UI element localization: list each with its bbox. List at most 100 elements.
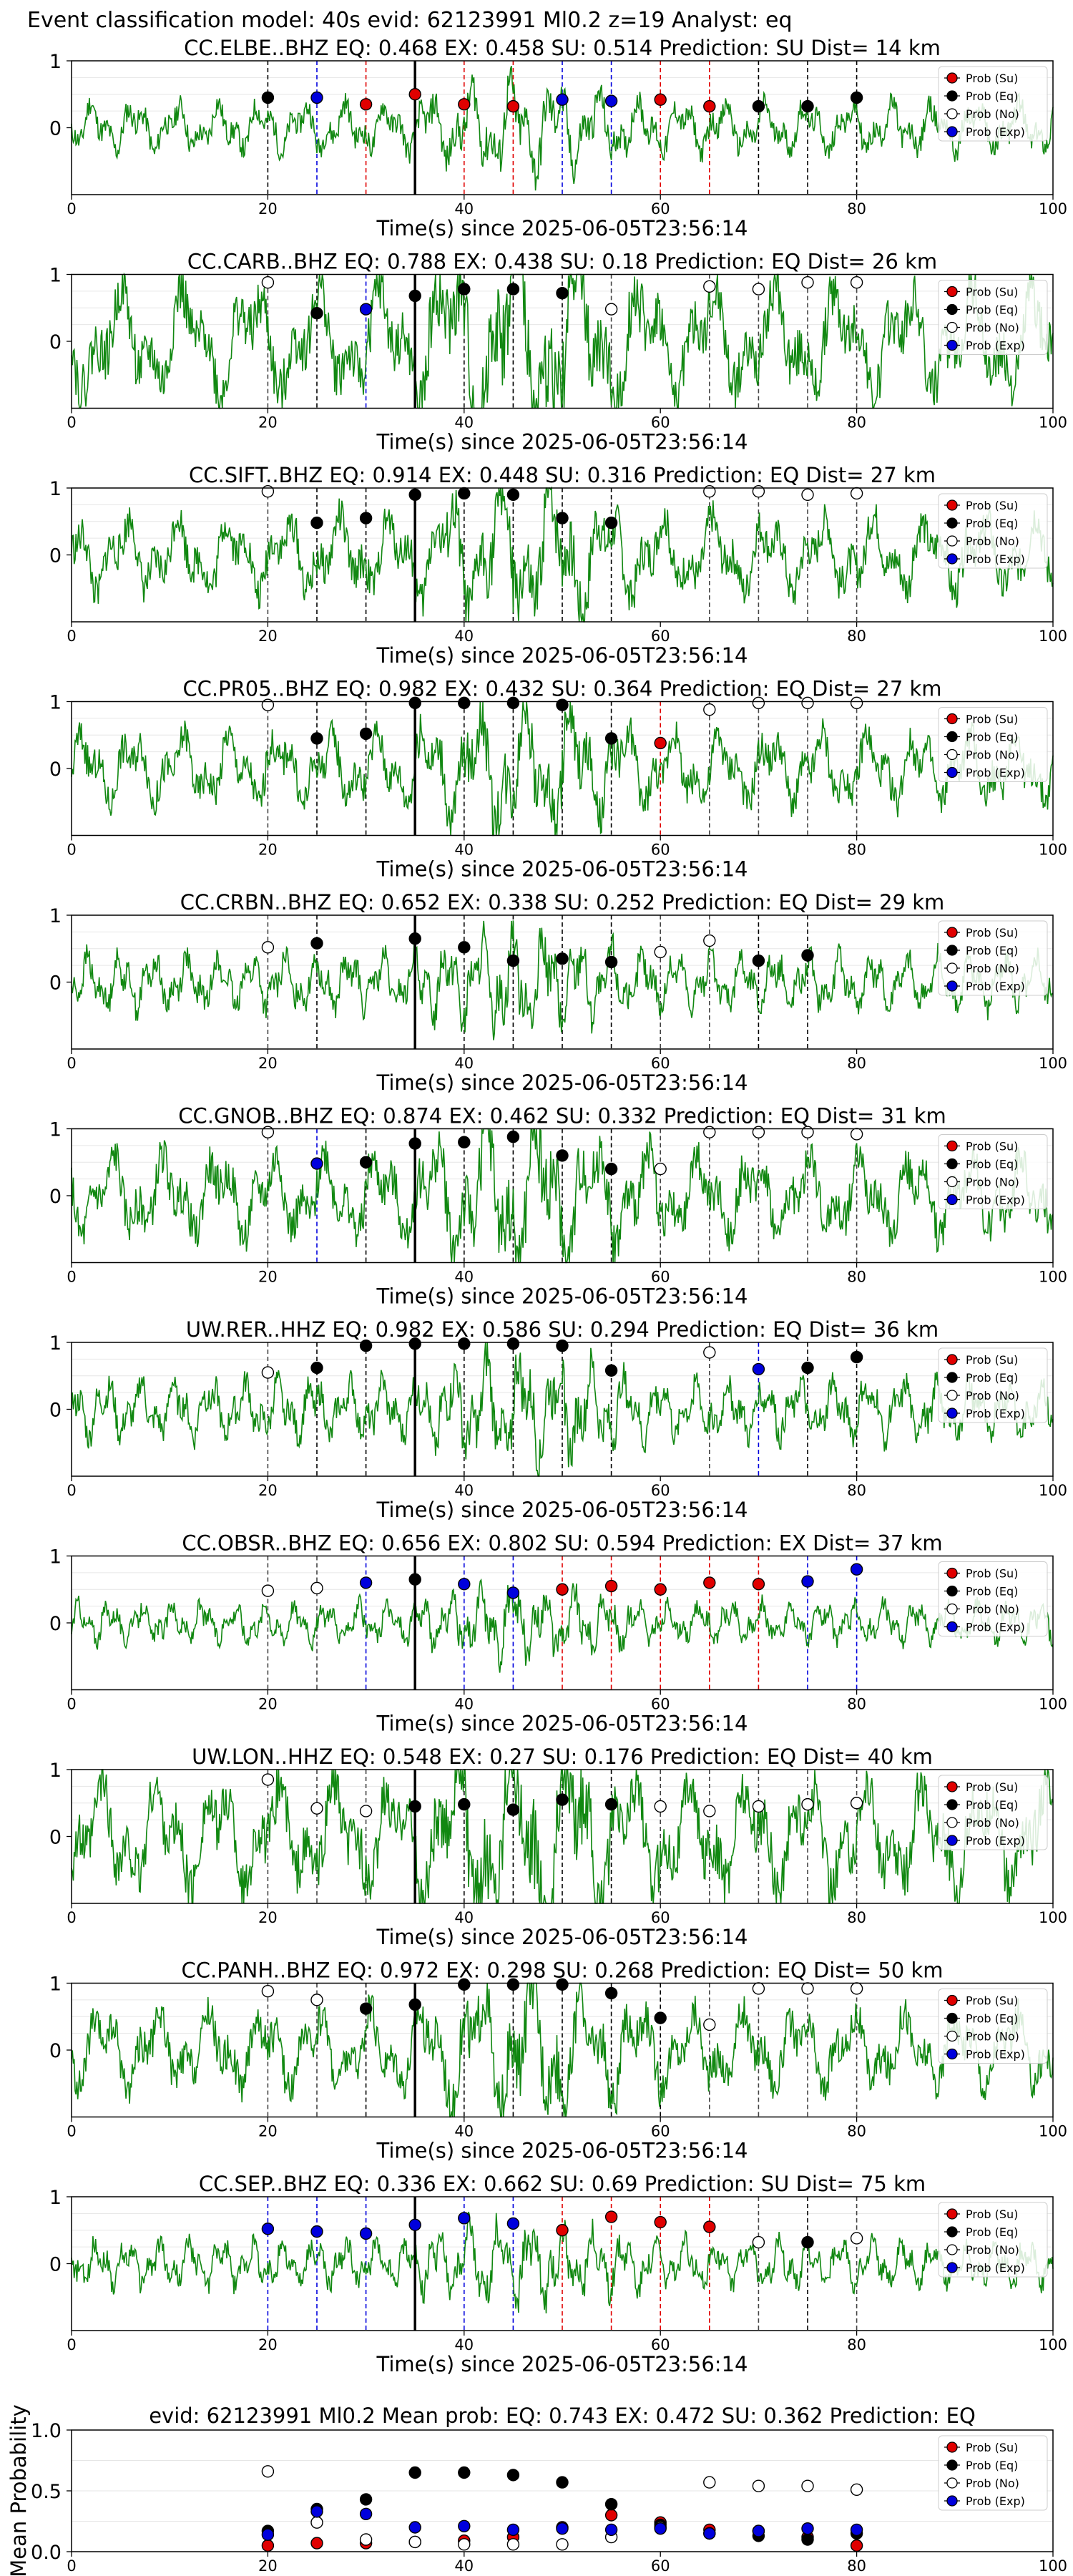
panel-10: CC.SEP..BHZ EQ: 0.336 EX: 0.662 SU: 0.69… [49,2172,1067,2376]
prob-marker [604,2210,618,2223]
x-axis-label: Time(s) since 2025-06-05T23:56:14 [376,1284,748,1309]
prob-marker [359,2002,373,2015]
prob-marker [556,2224,569,2237]
prob-marker [654,945,667,959]
x-tick-label: 20 [258,200,278,218]
panel-2: CC.SIFT..BHZ EQ: 0.914 EX: 0.448 SU: 0.3… [49,463,1067,668]
y-tick-label: 1 [49,1119,62,1141]
prob-marker [506,1978,520,1991]
mean-prob-point [359,2493,373,2506]
legend-marker [946,90,958,102]
prob-marker [506,2217,520,2230]
prob-marker [261,1366,275,1379]
prob-marker [359,1805,373,1818]
waveform-trace [71,1128,1054,1264]
legend-label: Prob (No) [966,962,1019,975]
legend-box [938,920,1048,996]
legend-label: Prob (Exp) [966,1194,1025,1207]
prob-marker [458,1337,471,1350]
x-tick-label: 40 [454,1909,474,1926]
legend-box [938,1989,1048,2064]
legend-marker [946,1567,958,1579]
prob-marker [261,91,275,104]
x-tick-label: 40 [454,2557,474,2575]
panel-0: CC.ELBE..BHZ EQ: 0.468 EX: 0.458 SU: 0.5… [49,36,1067,240]
mean-prob-point [458,2466,471,2479]
legend-marker [946,1390,958,1401]
prob-marker [506,99,520,113]
prob-marker [850,487,863,500]
prob-marker [261,1773,275,1786]
prob-marker [359,727,373,741]
prob-marker [556,1339,569,1352]
prob-marker [850,1982,863,1995]
prob-marker [310,1994,323,2006]
legend-label: Prob (Eq) [966,2012,1018,2026]
legend-label: Prob (Exp) [966,2048,1025,2062]
mean-prob-point [801,2533,814,2546]
prob-marker [310,1802,323,1815]
legend-marker [946,2262,958,2273]
legend-marker [946,1817,958,1828]
legend-marker [946,927,958,938]
mean-prob-point [359,2533,373,2546]
legend-box [938,707,1048,782]
legend-marker [946,1835,958,1846]
prob-marker [703,934,716,947]
legend: Prob (Su) Prob (Eq) Prob (No) Prob (Exp) [938,707,1048,782]
x-axis-label: Time(s) since 2025-06-05T23:56:14 [376,2352,748,2376]
mean-prob-point [604,2523,618,2537]
x-tick-label: 0 [67,414,76,431]
legend-marker [946,1621,958,1633]
legend-label: Prob (No) [966,1603,1019,1616]
x-tick-label: 20 [258,2557,278,2575]
legend: Prob (Su) Prob (Eq) Prob (No) Prob (Exp) [938,2435,1048,2511]
legend-box [938,2435,1048,2511]
prob-marker [556,1149,569,1162]
legend-label: Prob (Su) [966,1140,1018,1153]
x-tick-label: 80 [847,1055,866,1072]
x-tick-label: 40 [454,200,474,218]
mean-prob-point [604,2497,618,2511]
panel-4: CC.CRBN..BHZ EQ: 0.652 EX: 0.338 SU: 0.2… [49,890,1067,1095]
legend: Prob (Su) Prob (Eq) Prob (No) Prob (Exp) [938,66,1048,142]
waveform-trace [71,701,1054,836]
mean-prob-point [359,2507,373,2521]
prob-marker [310,307,323,320]
x-tick-label: 0 [67,1269,76,1286]
x-tick-label: 60 [651,2123,670,2140]
x-tick-label: 20 [258,1055,278,1072]
legend: Prob (Su) Prob (Eq) Prob (No) Prob (Exp) [938,2202,1048,2278]
prob-marker [752,484,765,498]
mean-prob-point [556,2538,569,2551]
legend: Prob (Su) Prob (Eq) Prob (No) Prob (Exp) [938,1989,1048,2064]
x-tick-label: 0 [67,1055,76,1072]
legend-marker [946,1407,958,1419]
mean-prob-point [458,2538,471,2551]
mean-prob-point [801,2522,814,2535]
legend-label: Prob (No) [966,2030,1019,2044]
prob-marker [310,1581,323,1595]
panel-title: CC.PR05..BHZ EQ: 0.982 EX: 0.432 SU: 0.3… [182,677,941,701]
mean-prob-point [261,2465,275,2478]
x-tick-label: 80 [847,2123,866,2140]
prob-marker [604,1797,618,1811]
legend-label: Prob (Exp) [966,2261,1025,2275]
legend: Prob (Su) Prob (Eq) Prob (No) Prob (Exp) [938,1134,1048,1209]
prob-marker [752,1578,765,1591]
prob-marker [703,2220,716,2233]
legend-box [938,1134,1048,1209]
prob-marker [752,99,765,113]
legend-label: Prob (Eq) [966,1371,1018,1385]
legend-marker [946,108,958,119]
prob-marker [408,88,421,101]
legend: Prob (Su) Prob (Eq) Prob (No) Prob (Exp) [938,280,1048,355]
prob-marker [359,1339,373,1352]
x-tick-label: 80 [847,841,866,859]
x-tick-label: 40 [454,2336,474,2353]
x-axis-label: Time(s) since 2025-06-05T23:56:14 [376,216,748,240]
panel-9: CC.PANH..BHZ EQ: 0.972 EX: 0.298 SU: 0.2… [49,1958,1067,2163]
legend-box [938,280,1048,355]
prob-marker [850,1350,863,1364]
prob-marker [310,937,323,950]
